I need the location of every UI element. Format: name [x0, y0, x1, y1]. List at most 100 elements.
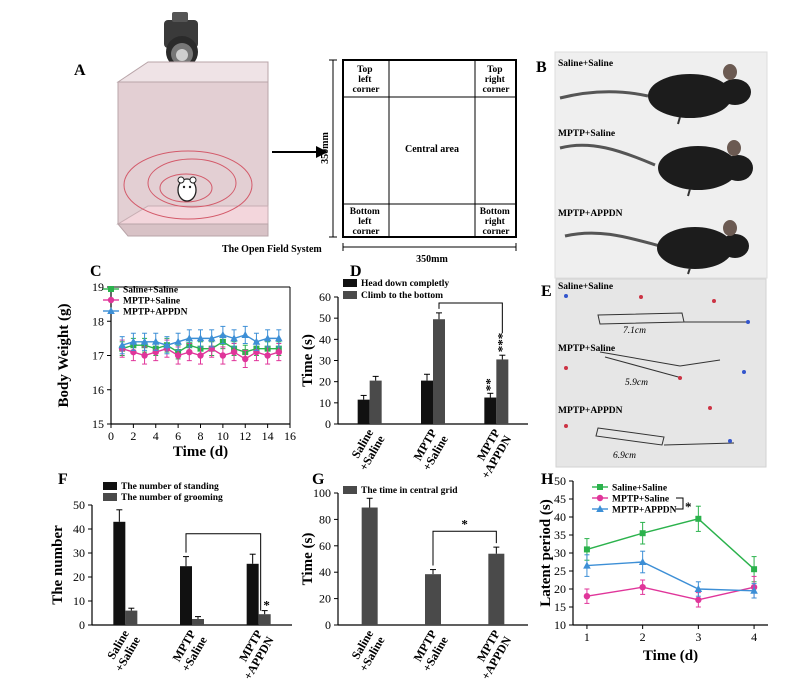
bar [113, 521, 126, 625]
legend-label: MPTP+Saline [612, 495, 669, 505]
y-tick-label: 25 [554, 564, 566, 578]
data-point [230, 348, 238, 356]
data-point [583, 561, 591, 569]
x-axis-label: Time (d) [173, 444, 228, 460]
data-point [185, 334, 194, 342]
significance-bracket [676, 497, 684, 510]
dimension-vertical: 350mm [320, 132, 331, 164]
significance-star: * [685, 499, 692, 514]
stride-length-2: 5.9cm [625, 378, 648, 388]
y-tick-label: 100 [313, 486, 331, 500]
data-point [129, 337, 138, 345]
data-point [151, 337, 160, 345]
panel-letter-g: G [312, 471, 325, 488]
y-tick-label: 40 [73, 522, 85, 536]
panel-letter-h: H [541, 471, 554, 488]
significance-stars: *** [494, 333, 509, 353]
x-axis-label: Time (d) [643, 648, 698, 664]
panel-a: Top left corner Top right corner Central… [116, 12, 517, 265]
panel-letter-b: B [536, 59, 547, 76]
field-layout-diagram: Top left corner Top right corner Central… [320, 59, 517, 265]
category-label: Saline+Saline [345, 426, 388, 473]
stride-length-3: 6.9cm [613, 451, 636, 461]
comparison-bracket [185, 533, 262, 611]
data-point [695, 596, 702, 603]
data-point [695, 515, 702, 522]
open-field-caption: The Open Field System [222, 244, 322, 255]
legend-marker [596, 505, 604, 512]
x-tick-label: 0 [108, 429, 114, 443]
bar [369, 380, 382, 424]
stride-length-1: 7.1cm [623, 326, 646, 336]
data-point [174, 352, 182, 359]
significance-star: * [461, 516, 468, 531]
data-point [163, 341, 171, 349]
legend-label: Climb to the bottom [361, 291, 443, 301]
mouse-photo-1 [559, 64, 751, 125]
legend-swatch [343, 486, 357, 494]
panel-e: Saline+Saline MPTP+Saline MPTP+APPDN 7.1… [555, 278, 767, 468]
photo-label-1: Saline+Saline [558, 59, 613, 69]
legend-label: Head down completly [361, 279, 449, 289]
x-tick-label: 6 [175, 429, 181, 443]
region-top-left: Top left corner [353, 65, 381, 95]
mouse-photo-2 [559, 140, 753, 197]
data-point [751, 566, 758, 573]
footprint-label-1: Saline+Saline [558, 282, 613, 292]
bar [425, 574, 441, 625]
y-tick-label: 30 [319, 354, 331, 368]
data-point [219, 330, 227, 338]
chart-g: 0 20 40 60 80 100 Time (s) Saline+Saline MPTP+Sa… [300, 486, 528, 682]
data-point [275, 334, 283, 342]
legend-marker [108, 286, 114, 292]
mouse-photo-3 [564, 220, 749, 275]
data-point [639, 584, 646, 591]
category-label: MPTP+APPDN [467, 627, 514, 682]
y-tick-label: 40 [554, 510, 566, 524]
y-tick-label: 80 [319, 512, 331, 526]
bar [488, 553, 505, 625]
bar [361, 507, 378, 625]
category-label: MPTP+APPDN [229, 627, 276, 682]
data-point [140, 337, 149, 345]
legend-marker [597, 484, 603, 490]
region-top-right: Top right corner [483, 65, 511, 95]
data-point [583, 593, 591, 600]
data-point [638, 558, 647, 565]
comparison-bracket [432, 530, 497, 566]
y-axis-label: The number [50, 525, 66, 605]
x-tick-label: 14 [262, 429, 274, 443]
bar [421, 380, 433, 424]
chart-f: 0 10 20 30 40 50 The number Saline+Saline MPTP+S… [50, 482, 292, 682]
y-tick-label: 0 [325, 417, 331, 431]
footprint-photo [555, 278, 767, 468]
data-point [241, 330, 250, 338]
y-tick-label: 45 [554, 492, 566, 506]
legend-swatch [103, 482, 117, 490]
photo-label-3: MPTP+APPDN [558, 209, 623, 219]
panel-letter-e: E [541, 283, 552, 300]
open-field-box [116, 61, 269, 237]
category-label: MPTP+Saline [408, 426, 451, 473]
y-tick-label: 0 [325, 618, 331, 632]
bar [192, 619, 204, 625]
legend-label: Saline+Saline [612, 484, 667, 494]
x-tick-label: 4 [751, 630, 757, 644]
data-point [639, 530, 646, 537]
y-tick-label: 0 [79, 618, 85, 632]
legend-marker [107, 296, 115, 304]
x-tick-label: 10 [217, 429, 229, 443]
y-tick-label: 50 [319, 311, 331, 325]
series-line [586, 518, 755, 570]
chart-d: 0 10 20 30 40 50 60 Time (s) Saline+Saline MPTP+S… [300, 279, 528, 481]
legend-marker [596, 494, 604, 502]
y-tick-label: 20 [73, 570, 85, 584]
legend-label: The number of grooming [121, 493, 223, 503]
y-tick-label: 40 [319, 332, 331, 346]
legend-swatch [343, 291, 357, 299]
footprint-trace-1 [564, 294, 750, 325]
region-center: Central area [405, 144, 459, 155]
category-label: Saline+Saline [345, 627, 388, 674]
y-tick-label: 10 [319, 396, 331, 410]
data-point [694, 585, 703, 592]
